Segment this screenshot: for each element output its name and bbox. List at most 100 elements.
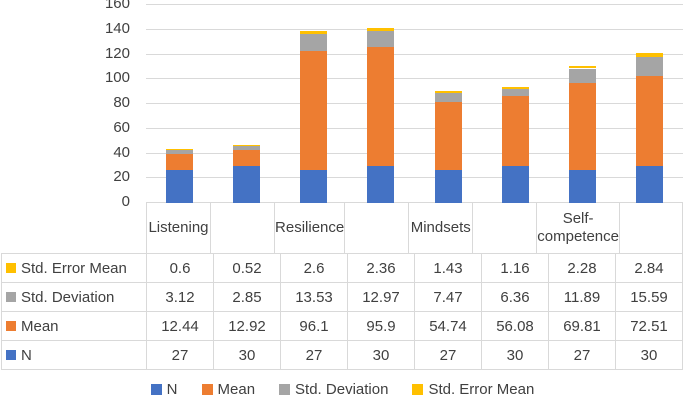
legend-swatch <box>279 383 291 395</box>
table-value-cell: 69.81 <box>549 312 616 341</box>
bar-segment-std-deviation <box>166 150 194 155</box>
category-label: Self-competence <box>537 210 619 245</box>
category-header-cell: Self-competence <box>536 203 619 253</box>
legend-item: Std. Deviation <box>279 381 388 398</box>
table-value-cell: 2.36 <box>348 254 415 283</box>
table-value-cell: 3.12 <box>147 283 214 312</box>
category-label: Listening <box>148 219 209 236</box>
row-color-swatch <box>6 263 16 273</box>
table-row-label-text: N <box>21 346 32 364</box>
table-value-cell: 2.28 <box>549 254 616 283</box>
bar-segment-std-error-mean <box>434 90 462 93</box>
bar-segment-std-deviation <box>233 146 261 150</box>
category-header-cell-empty <box>472 203 536 253</box>
bar-segment-mean <box>568 83 596 170</box>
legend-label: Std. Deviation <box>295 380 389 398</box>
bar-segment-std-error-mean <box>568 65 596 69</box>
bar-segment-n <box>501 165 529 203</box>
bar-segment-n <box>635 165 663 203</box>
legend-item: Std. Error Mean <box>412 381 534 398</box>
y-tick-label: 120 <box>104 45 130 62</box>
legend-swatch <box>201 383 213 395</box>
table-value-cell: 30 <box>214 341 281 370</box>
table-value-cell: 13.53 <box>281 283 348 312</box>
legend-label: Std. Error Mean <box>428 380 535 398</box>
bar-segment-std-deviation <box>434 92 462 102</box>
legend-swatch <box>412 383 424 395</box>
y-tick-label: 0 <box>121 193 130 210</box>
y-tick-label: 20 <box>113 168 130 185</box>
category-header-cell: Listening <box>146 203 210 253</box>
bar-segment-n <box>300 169 328 203</box>
legend-item: Mean <box>201 380 256 398</box>
table-value-cell: 27 <box>281 341 348 370</box>
table-row-label: Std. Deviation <box>2 283 147 312</box>
table-value-cell: 2.6 <box>281 254 348 283</box>
bar-segment-n <box>568 169 596 203</box>
y-tick-label: 40 <box>113 144 130 161</box>
gridline <box>146 202 683 203</box>
gridline <box>146 153 683 154</box>
y-tick-label: 140 <box>104 20 130 37</box>
table-value-cell: 1.16 <box>482 254 549 283</box>
bar-segment-n <box>367 165 395 203</box>
table-value-cell: 0.52 <box>214 254 281 283</box>
bar-segment-std-deviation <box>568 68 596 84</box>
table-value-cell: 2.84 <box>616 254 683 283</box>
bar-segment-mean <box>501 96 529 166</box>
y-tick-label: 100 <box>104 69 130 86</box>
table-value-cell: 12.92 <box>214 312 281 341</box>
table-value-cell: 54.74 <box>415 312 482 341</box>
bar-segment-std-error-mean <box>367 28 395 32</box>
gridline <box>146 103 683 104</box>
table-value-cell: 1.43 <box>415 254 482 283</box>
gridline <box>146 54 683 55</box>
bar-segment-n <box>233 165 261 203</box>
gridline <box>146 4 683 5</box>
gridline <box>146 29 683 30</box>
table-row-label: N <box>2 341 147 370</box>
row-color-swatch <box>6 292 16 302</box>
bar-segment-mean <box>300 50 328 170</box>
table-value-cell: 2.85 <box>214 283 281 312</box>
bar-segment-mean <box>434 101 462 170</box>
bar-segment-std-error-mean <box>166 148 194 151</box>
legend-swatch <box>150 383 162 395</box>
legend: N Mean Std. Deviation Std. Error Mean <box>0 378 685 400</box>
table-value-cell: 6.36 <box>482 283 549 312</box>
category-header-cell: Mindsets <box>408 203 472 253</box>
table-value-cell: 27 <box>415 341 482 370</box>
table-row-label-text: Std. Error Mean <box>21 259 127 277</box>
bar-segment-std-deviation <box>635 56 663 77</box>
row-color-swatch <box>6 350 16 360</box>
table-value-cell: 15.59 <box>616 283 683 312</box>
table-value-cell: 30 <box>616 341 683 370</box>
table-row-label-text: Std. Deviation <box>21 288 115 306</box>
table-value-cell: 27 <box>147 341 214 370</box>
table-value-cell: 12.97 <box>348 283 415 312</box>
bar-segment-mean <box>635 76 663 166</box>
table-value-cell: 30 <box>482 341 549 370</box>
table-row-label: Std. Error Mean <box>2 254 147 283</box>
bar-segment-n <box>166 169 194 203</box>
table-value-cell: 30 <box>348 341 415 370</box>
bar-segment-std-error-mean <box>635 53 663 57</box>
category-header-cell-empty <box>618 203 683 253</box>
bar-segment-mean <box>166 154 194 170</box>
table-value-cell: 72.51 <box>616 312 683 341</box>
category-header-cell-empty <box>210 203 274 253</box>
bar-segment-mean <box>367 47 395 166</box>
bar-segment-std-error-mean <box>300 30 328 34</box>
gridline <box>146 78 683 79</box>
table-value-cell: 27 <box>549 341 616 370</box>
bar-segment-std-deviation <box>501 88 529 97</box>
category-header-cell: Resilience <box>274 203 344 253</box>
category-header-cell-empty <box>344 203 408 253</box>
legend-label: Mean <box>217 380 256 398</box>
bar-segment-std-error-mean <box>233 144 261 147</box>
table-value-cell: 56.08 <box>482 312 549 341</box>
table-value-cell: 0.6 <box>147 254 214 283</box>
table-row-label: Mean <box>2 312 147 341</box>
y-tick-label: 160 <box>104 0 130 12</box>
